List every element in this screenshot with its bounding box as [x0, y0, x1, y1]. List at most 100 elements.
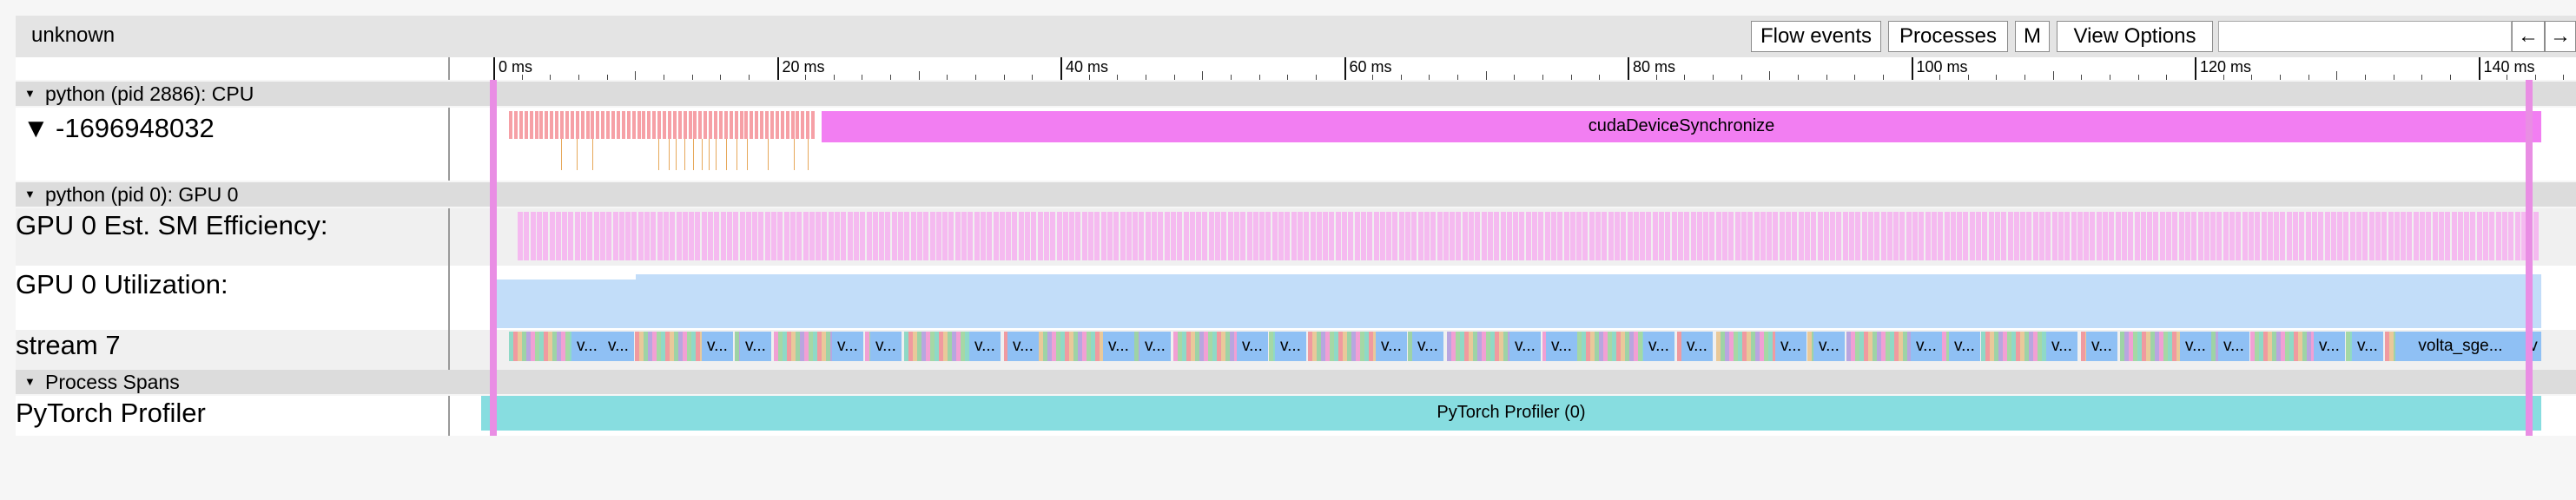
kernel-slice[interactable] — [1312, 332, 1317, 361]
kernel-slice[interactable] — [908, 332, 913, 361]
kernel-slice[interactable] — [1069, 332, 1073, 361]
cpu-op-slice[interactable] — [663, 111, 666, 139]
kernel-slice[interactable] — [1612, 332, 1616, 361]
cpu-op-slice[interactable] — [698, 111, 703, 139]
kernel-slice[interactable] — [526, 332, 531, 361]
kernel-slice[interactable]: v... — [1376, 332, 1407, 361]
kernel-slice[interactable] — [1625, 332, 1629, 361]
gpu-process-header[interactable]: ▼ python (pid 0): GPU 0 — [16, 182, 2576, 207]
search-input[interactable] — [2218, 21, 2512, 52]
kernel-slice[interactable] — [513, 332, 518, 361]
kernel-slice[interactable] — [535, 332, 539, 361]
kernel-slice[interactable] — [561, 332, 565, 361]
kernel-slice[interactable] — [774, 332, 778, 361]
cpu-op-slice[interactable] — [677, 111, 682, 139]
kernel-slice[interactable] — [809, 332, 813, 361]
kernel-slice[interactable] — [1373, 332, 1377, 361]
kernel-slice[interactable] — [2216, 332, 2220, 361]
kernel-slice[interactable] — [1998, 332, 2003, 361]
kernel-slice[interactable] — [1586, 332, 1590, 361]
kernel-slice[interactable] — [952, 332, 956, 361]
kernel-slice[interactable] — [2268, 332, 2272, 361]
kernel-slice[interactable]: v... — [870, 332, 902, 361]
kernel-slice[interactable] — [531, 332, 535, 361]
kernel-slice[interactable] — [2133, 332, 2137, 361]
kernel-slice[interactable] — [1043, 332, 1047, 361]
kernel-slice[interactable] — [1343, 332, 1347, 361]
kernel-slice[interactable] — [1469, 332, 1473, 361]
kernel-slice[interactable] — [904, 332, 908, 361]
kernel-slice[interactable]: v... — [603, 332, 634, 361]
kernel-slice[interactable] — [2129, 332, 2133, 361]
kernel-slice[interactable] — [1773, 332, 1777, 361]
cpu-op-slice[interactable] — [616, 111, 620, 139]
kernel-slice[interactable] — [687, 332, 691, 361]
cpu-op-slice[interactable] — [575, 111, 579, 139]
kernel-slice[interactable] — [518, 332, 522, 361]
kernel-slice[interactable]: v... — [1237, 332, 1268, 361]
kernel-slice[interactable] — [1985, 332, 1990, 361]
cpu-op-slice[interactable] — [560, 111, 564, 139]
kernel-slice[interactable]: v... — [2314, 332, 2345, 361]
cpu-op-slice[interactable] — [709, 111, 713, 139]
kernel-slice[interactable] — [522, 332, 526, 361]
kernel-slice[interactable] — [865, 332, 869, 361]
kernel-slice[interactable] — [2272, 332, 2276, 361]
kernel-slice[interactable] — [1408, 332, 1412, 361]
cpu-op-slice[interactable] — [513, 111, 518, 139]
kernel-slice[interactable] — [552, 332, 557, 361]
cpu-op-slice[interactable] — [631, 111, 636, 139]
cpu-op-slice[interactable] — [755, 111, 759, 139]
kernel-slice[interactable] — [1204, 332, 1208, 361]
kernel-slice[interactable] — [1477, 332, 1482, 361]
kernel-slice[interactable]: v... — [702, 332, 733, 361]
kernel-slice[interactable] — [1056, 332, 1060, 361]
kernel-slice[interactable] — [565, 332, 570, 361]
kernel-slice[interactable]: v... — [969, 332, 1001, 361]
kernel-slice[interactable] — [2033, 332, 2038, 361]
cpu-op-slice[interactable] — [729, 111, 733, 139]
kernel-slice[interactable] — [1864, 332, 1868, 361]
kernel-slice[interactable] — [1768, 332, 1773, 361]
kernel-slice[interactable] — [661, 332, 665, 361]
kernel-slice[interactable] — [735, 332, 739, 361]
kernel-slice[interactable] — [935, 332, 939, 361]
kernel-slice[interactable] — [1725, 332, 1729, 361]
kernel-slice[interactable] — [1577, 332, 1582, 361]
kernel-slice[interactable] — [1047, 332, 1052, 361]
cpu-op-slice[interactable] — [652, 111, 657, 139]
kernel-slice[interactable] — [1234, 332, 1238, 361]
cpu-op-slice[interactable] — [606, 111, 611, 139]
kernel-slice[interactable] — [2302, 332, 2307, 361]
kernel-slice[interactable] — [1221, 332, 1225, 361]
kernel-slice[interactable]: v... — [740, 332, 771, 361]
kernel-slice[interactable]: v... — [2180, 332, 2211, 361]
kernel-slice[interactable] — [2289, 332, 2294, 361]
kernel-slice[interactable] — [1499, 332, 1503, 361]
cpu-op-slice[interactable] — [683, 111, 687, 139]
kernel-slice[interactable] — [2294, 332, 2298, 361]
kernel-slice[interactable] — [1308, 332, 1312, 361]
kernel-slice[interactable] — [804, 332, 809, 361]
cpu-op-slice[interactable] — [734, 111, 738, 139]
cpu-op-slice[interactable] — [647, 111, 651, 139]
kernel-slice[interactable] — [2176, 332, 2181, 361]
kernel-slice[interactable] — [1360, 332, 1364, 361]
kernel-slice[interactable] — [1638, 332, 1642, 361]
cpu-op-slice[interactable] — [509, 111, 512, 139]
cpu-op-slice[interactable] — [693, 111, 697, 139]
kernel-slice[interactable] — [539, 332, 544, 361]
kernel-slice[interactable] — [1846, 332, 1851, 361]
cpu-op-slice[interactable] — [611, 111, 615, 139]
kernel-slice[interactable] — [943, 332, 948, 361]
kernel-slice[interactable] — [1060, 332, 1065, 361]
kernel-slice[interactable] — [1039, 332, 1043, 361]
cpu-op-slice[interactable] — [596, 111, 600, 139]
kernel-slice[interactable] — [1325, 332, 1330, 361]
kernel-slice[interactable] — [1351, 332, 1356, 361]
kernel-slice[interactable] — [1760, 332, 1764, 361]
kernel-slice[interactable] — [1747, 332, 1751, 361]
cpu-op-slice[interactable] — [769, 111, 774, 139]
kernel-slice[interactable] — [783, 332, 787, 361]
utilization-counter-low[interactable] — [497, 280, 636, 328]
